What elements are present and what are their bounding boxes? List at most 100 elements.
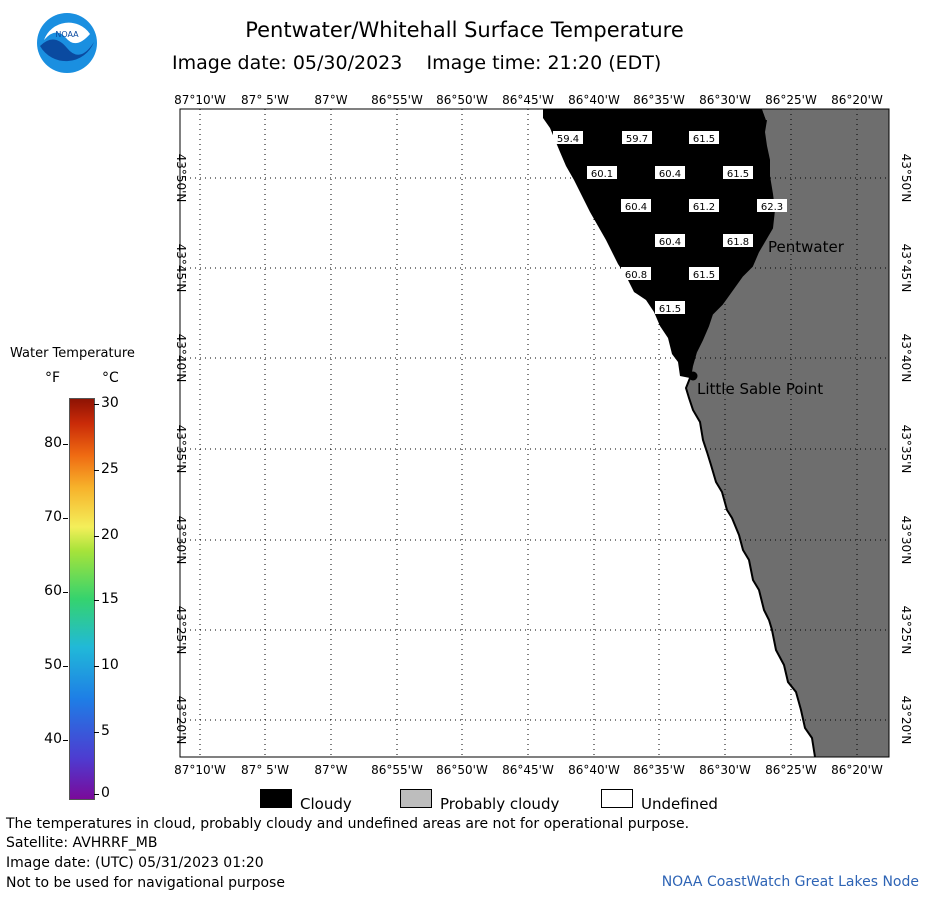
little-sable-point-marker <box>688 371 698 381</box>
lat-tick-right: 43°25'N <box>899 606 913 655</box>
lat-tick-right: 43°30'N <box>899 516 913 565</box>
legend-cloudy-swatch <box>260 789 292 808</box>
place-little-sable-point: Little Sable Point <box>697 380 823 398</box>
scale-tick-mark <box>94 536 99 537</box>
temperature-label-box <box>655 166 685 179</box>
scale-tick-f: 40 <box>44 731 62 747</box>
lon-tick-top: 87°W <box>314 93 347 107</box>
scale-tick-mark <box>63 666 68 667</box>
temperature-label-box <box>689 131 719 144</box>
lon-tick-top: 86°35'W <box>633 93 685 107</box>
footer-utc-date: Image date: (UTC) 05/31/2023 01:20 <box>6 855 264 871</box>
temperature-label-box <box>587 166 617 179</box>
lon-tick-top: 87°10'W <box>174 93 226 107</box>
scale-tick-mark <box>63 518 68 519</box>
temperature-value: 61.5 <box>659 304 681 315</box>
temperature-label-box <box>757 199 787 212</box>
temperature-value: 61.5 <box>693 134 715 145</box>
lon-tick-top: 86°25'W <box>765 93 817 107</box>
lat-tick-right: 43°50'N <box>899 154 913 203</box>
temperature-label-box <box>723 166 753 179</box>
temperature-value: 60.1 <box>591 169 613 180</box>
footer-navigation-warning: Not to be used for navigational purpose <box>6 875 285 891</box>
image-time: 21:20 (EDT) <box>547 52 662 74</box>
lat-tick-left: 43°30'N <box>174 516 188 565</box>
lon-tick-bottom: 86°40'W <box>568 763 620 777</box>
lon-tick-bottom: 87°10'W <box>174 763 226 777</box>
scale-tick-c: 15 <box>101 591 119 607</box>
scale-tick-c: 5 <box>101 723 110 739</box>
lat-tick-right: 43°35'N <box>899 425 913 474</box>
image-date-label: Image date: <box>172 52 287 74</box>
scale-tick-mark <box>94 600 99 601</box>
lon-tick-bottom: 86°50'W <box>436 763 488 777</box>
temperature-value: 61.5 <box>727 169 749 180</box>
lon-tick-bottom: 87° 5'W <box>241 763 289 777</box>
legend-undefined-label: Undefined <box>641 795 718 813</box>
lon-tick-top: 86°40'W <box>568 93 620 107</box>
land-area <box>686 109 889 757</box>
scale-tick-c: 25 <box>101 461 119 477</box>
logo-text: NOAA <box>55 30 79 39</box>
scale-tick-c: 0 <box>101 785 110 801</box>
lon-tick-top: 87° 5'W <box>241 93 289 107</box>
temperature-label-box <box>655 234 685 247</box>
scale-tick-c: 20 <box>101 527 119 543</box>
place-pentwater: Pentwater <box>768 238 845 256</box>
scale-tick-mark <box>94 470 99 471</box>
lon-tick-bottom: 86°25'W <box>765 763 817 777</box>
lat-tick-left: 43°40'N <box>174 334 188 383</box>
coastline <box>684 119 816 758</box>
temperature-value: 59.7 <box>626 134 648 145</box>
scale-tick-mark <box>94 794 99 795</box>
temperature-value: 60.4 <box>659 169 681 180</box>
temperature-label-box <box>655 301 685 314</box>
lon-tick-top: 86°55'W <box>371 93 423 107</box>
lon-tick-bottom: 86°35'W <box>633 763 685 777</box>
lon-tick-bottom: 86°20'W <box>831 763 883 777</box>
temperature-label-box <box>723 234 753 247</box>
lat-tick-right: 43°45'N <box>899 244 913 293</box>
footer-disclaimer: The temperatures in cloud, probably clou… <box>6 816 690 832</box>
legend-probably-cloudy-label: Probably cloudy <box>440 795 560 813</box>
temperature-value: 60.4 <box>659 237 681 248</box>
lat-tick-left: 43°45'N <box>174 244 188 293</box>
lat-tick-right: 43°20'N <box>899 696 913 745</box>
axis-ticks: 87°10'W 87°10'W 87° 5'W 87° 5'W 87°W 87°W 86°5… <box>174 93 913 777</box>
temperature-label-box <box>553 131 583 144</box>
legend-undefined-swatch <box>601 789 633 808</box>
scale-title: Water Temperature <box>10 346 135 361</box>
scale-unit-c: °C <box>102 370 119 386</box>
lon-tick-bottom: 86°55'W <box>371 763 423 777</box>
color-scale-bar <box>69 398 95 800</box>
lon-tick-top: 86°45'W <box>502 93 554 107</box>
scale-tick-mark <box>63 740 68 741</box>
scale-unit-f: °F <box>45 370 61 386</box>
legend-probably-cloudy-swatch <box>400 789 432 808</box>
image-datetime: Image date: 05/30/2023 Image time: 21:20… <box>172 52 661 74</box>
footer-satellite: Satellite: AVHRRF_MB <box>6 835 158 851</box>
temperature-value: 61.8 <box>727 237 749 248</box>
scale-tick-c: 10 <box>101 657 119 673</box>
scale-tick-mark <box>63 592 68 593</box>
scale-tick-mark <box>94 666 99 667</box>
scale-tick-f: 50 <box>44 657 62 673</box>
image-date: 05/30/2023 <box>292 52 403 74</box>
lat-tick-left: 43°25'N <box>174 606 188 655</box>
temperature-label-box <box>689 199 719 212</box>
page-title: Pentwater/Whitehall Surface Temperature <box>245 18 684 42</box>
scale-tick-mark <box>94 732 99 733</box>
temperature-label-box <box>689 267 719 280</box>
lon-tick-top: 86°30'W <box>699 93 751 107</box>
temperature-label-box <box>621 199 651 212</box>
lon-tick-top: 86°20'W <box>831 93 883 107</box>
lat-tick-left: 43°50'N <box>174 154 188 203</box>
scale-tick-c: 30 <box>101 395 119 411</box>
scale-tick-f: 70 <box>44 509 62 525</box>
scale-tick-f: 60 <box>44 583 62 599</box>
temperature-label-box <box>621 267 651 280</box>
temperature-value: 60.4 <box>625 202 647 213</box>
temperature-value: 61.5 <box>693 270 715 281</box>
temperature-value: 59.4 <box>557 134 579 145</box>
map-frame <box>179 108 890 758</box>
